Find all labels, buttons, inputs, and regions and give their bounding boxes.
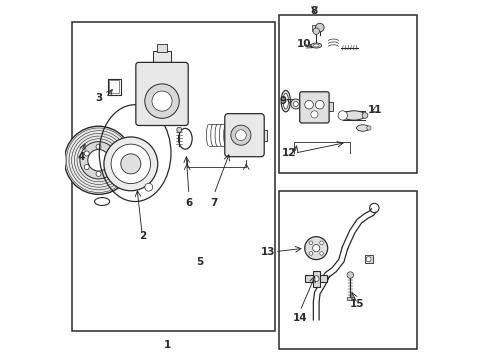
Text: 4: 4	[78, 152, 85, 162]
Bar	[107, 78, 121, 95]
Circle shape	[313, 276, 319, 282]
Circle shape	[337, 111, 346, 120]
Circle shape	[366, 126, 370, 130]
Circle shape	[108, 165, 113, 170]
Text: 14: 14	[292, 313, 307, 323]
Ellipse shape	[283, 93, 288, 109]
Circle shape	[304, 237, 327, 260]
Text: 8: 8	[310, 6, 317, 17]
FancyBboxPatch shape	[299, 92, 328, 123]
Circle shape	[346, 272, 353, 278]
Bar	[364, 255, 372, 263]
Bar	[278, 15, 416, 173]
Circle shape	[315, 23, 324, 32]
Circle shape	[366, 257, 370, 262]
Ellipse shape	[281, 90, 290, 112]
Circle shape	[312, 244, 319, 252]
Bar	[311, 26, 320, 31]
Text: 2: 2	[139, 231, 145, 240]
Circle shape	[108, 151, 113, 156]
Circle shape	[104, 137, 158, 191]
Text: 12: 12	[282, 148, 296, 158]
Ellipse shape	[310, 43, 321, 48]
Circle shape	[319, 252, 323, 255]
Text: 7: 7	[210, 198, 217, 208]
Circle shape	[308, 252, 312, 255]
Circle shape	[362, 113, 367, 118]
Text: 1: 1	[163, 340, 171, 350]
Bar	[325, 102, 333, 111]
Bar	[346, 297, 353, 301]
Bar	[258, 130, 266, 140]
Text: 11: 11	[367, 105, 382, 115]
Circle shape	[293, 102, 298, 107]
Bar	[312, 271, 319, 287]
FancyBboxPatch shape	[136, 62, 188, 126]
Circle shape	[230, 125, 250, 145]
Circle shape	[96, 144, 101, 149]
Bar	[153, 51, 171, 65]
Bar	[305, 275, 326, 282]
Bar	[109, 80, 119, 93]
Text: 15: 15	[349, 299, 364, 309]
Circle shape	[304, 100, 313, 109]
Circle shape	[312, 28, 319, 35]
Circle shape	[176, 127, 182, 132]
Bar	[278, 191, 416, 348]
Circle shape	[111, 144, 150, 184]
Ellipse shape	[313, 44, 319, 47]
Circle shape	[96, 171, 101, 176]
Circle shape	[315, 100, 324, 109]
Text: 9: 9	[279, 96, 286, 106]
Text: 13: 13	[260, 247, 274, 257]
Circle shape	[144, 183, 152, 191]
Circle shape	[152, 91, 172, 111]
Circle shape	[308, 241, 312, 244]
Text: 6: 6	[185, 198, 192, 208]
Text: 10: 10	[296, 39, 310, 49]
Circle shape	[84, 151, 89, 156]
Text: 5: 5	[196, 257, 203, 267]
Bar	[156, 44, 167, 51]
Circle shape	[80, 141, 117, 179]
Circle shape	[310, 111, 317, 118]
Circle shape	[84, 165, 89, 170]
Circle shape	[64, 126, 132, 194]
Ellipse shape	[342, 111, 364, 120]
Circle shape	[88, 149, 109, 171]
Circle shape	[144, 84, 179, 118]
Text: 3: 3	[96, 93, 102, 103]
Circle shape	[121, 154, 141, 174]
FancyBboxPatch shape	[224, 114, 264, 157]
Circle shape	[235, 130, 246, 140]
Ellipse shape	[356, 125, 368, 131]
Bar	[72, 22, 274, 330]
Circle shape	[290, 99, 300, 109]
Circle shape	[319, 241, 323, 244]
